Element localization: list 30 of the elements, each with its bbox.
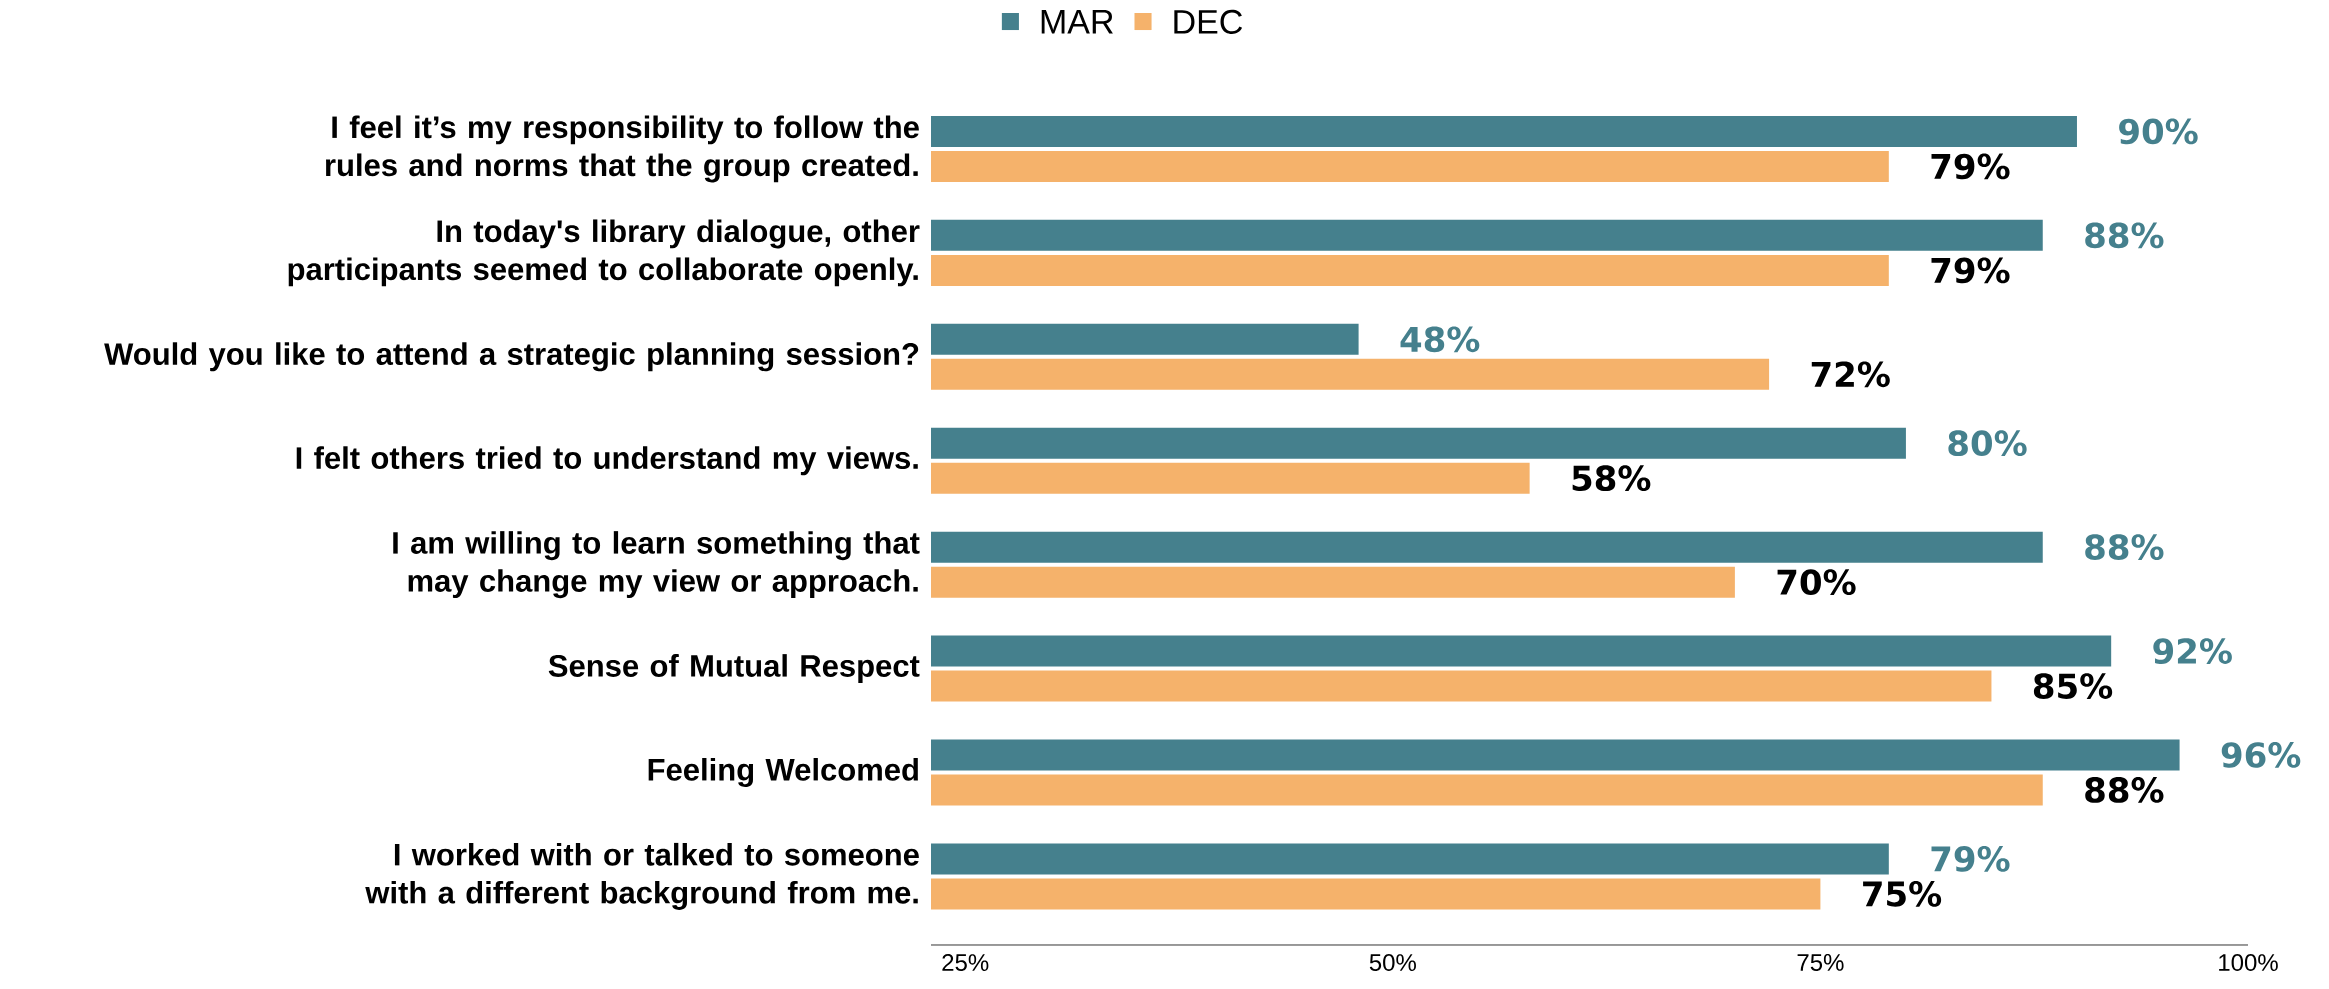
legend-label: MAR (1041, 10, 1113, 34)
x-tick-label: 50% (1369, 954, 1416, 972)
y-tick-label: Feeling Welcomed (648, 757, 918, 787)
y-tick-label: Sense of Mutual Respect (548, 654, 920, 684)
data-label: 88% (2085, 222, 2164, 249)
data-label: 79% (1931, 846, 2010, 872)
x-tick-label: 75% (1797, 954, 1844, 971)
data-label: 96% (2221, 742, 2301, 768)
data-label: 80% (1948, 430, 2027, 457)
data-label: 79% (1931, 257, 2010, 284)
data-label: 90% (2119, 118, 2198, 145)
y-tick-label: In today's library dialogue, other participants seemed to collaborate openly. (288, 219, 920, 287)
data-label: 79% (1931, 153, 2010, 180)
data-label: 58% (1572, 465, 1651, 492)
y-tick-label: I worked with or talked to someone with a different background from me. (365, 842, 919, 910)
y-tick-label: I feel it’s my responsibility to follow the rules and norms that the group created. (326, 115, 919, 183)
y-tick-label: I am willing to learn something that may change my view or approach. (393, 531, 920, 599)
y-tick-label: Would you like to attend a strategic planning session? (104, 342, 919, 372)
data-label: 70% (1777, 569, 1856, 595)
data-label: 88% (2085, 534, 2164, 560)
data-label: 88% (2085, 777, 2164, 803)
data-label: 92% (2153, 638, 2232, 664)
legend-label: DEC (1174, 9, 1243, 34)
data-label: 72% (1811, 361, 1890, 388)
data-label: 48% (1400, 326, 1480, 353)
y-tick-label: I felt others tried to understand my views. (296, 446, 918, 476)
x-tick-label: 100% (2219, 954, 2278, 972)
data-label: 85% (2033, 673, 2113, 699)
x-tick-label: 25% (942, 954, 989, 972)
data-label: 75% (1863, 881, 1942, 907)
